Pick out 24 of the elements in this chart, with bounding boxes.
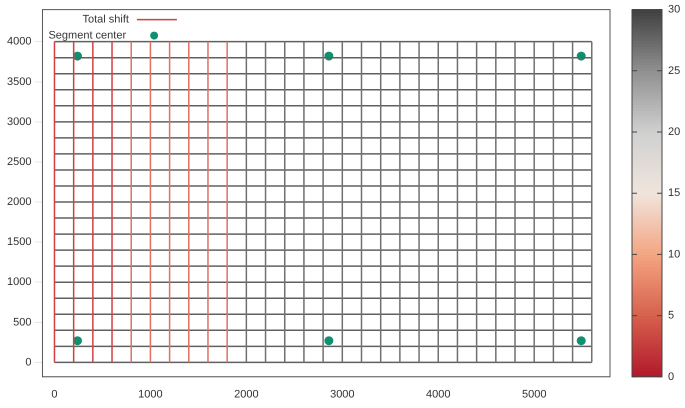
y-tick-label: 1000 (6, 276, 32, 288)
y-tick-label: 1500 (6, 236, 32, 248)
x-tick-label: 3000 (330, 388, 355, 400)
x-tick-label: 2000 (234, 388, 259, 400)
color-bar-label: 10 (668, 248, 680, 260)
y-tick-label: 2500 (6, 156, 32, 168)
y-tick-label: 500 (13, 316, 32, 328)
x-tick-label: 1000 (138, 388, 163, 400)
y-tick-label: 4000 (6, 36, 32, 48)
legend-label: Segment center (48, 30, 126, 42)
legend-label: Total shift (82, 14, 129, 26)
color-bar-label: 30 (668, 4, 680, 16)
x-tick-label: 0 (51, 388, 58, 400)
y-tick-label: 0 (25, 356, 32, 368)
y-tick-label: 2000 (6, 196, 32, 208)
x-tick-label: 5000 (522, 388, 546, 400)
color-bar-label: 20 (668, 126, 680, 138)
y-tick-label: 3000 (6, 116, 32, 128)
y-tick-label: 3500 (6, 76, 32, 88)
x-tick-label: 4000 (426, 388, 450, 400)
color-bar-label: 0 (668, 370, 674, 383)
color-bar-label: 15 (668, 187, 680, 200)
color-bar-label: 5 (668, 310, 674, 322)
color-bar-label: 25 (668, 64, 680, 77)
